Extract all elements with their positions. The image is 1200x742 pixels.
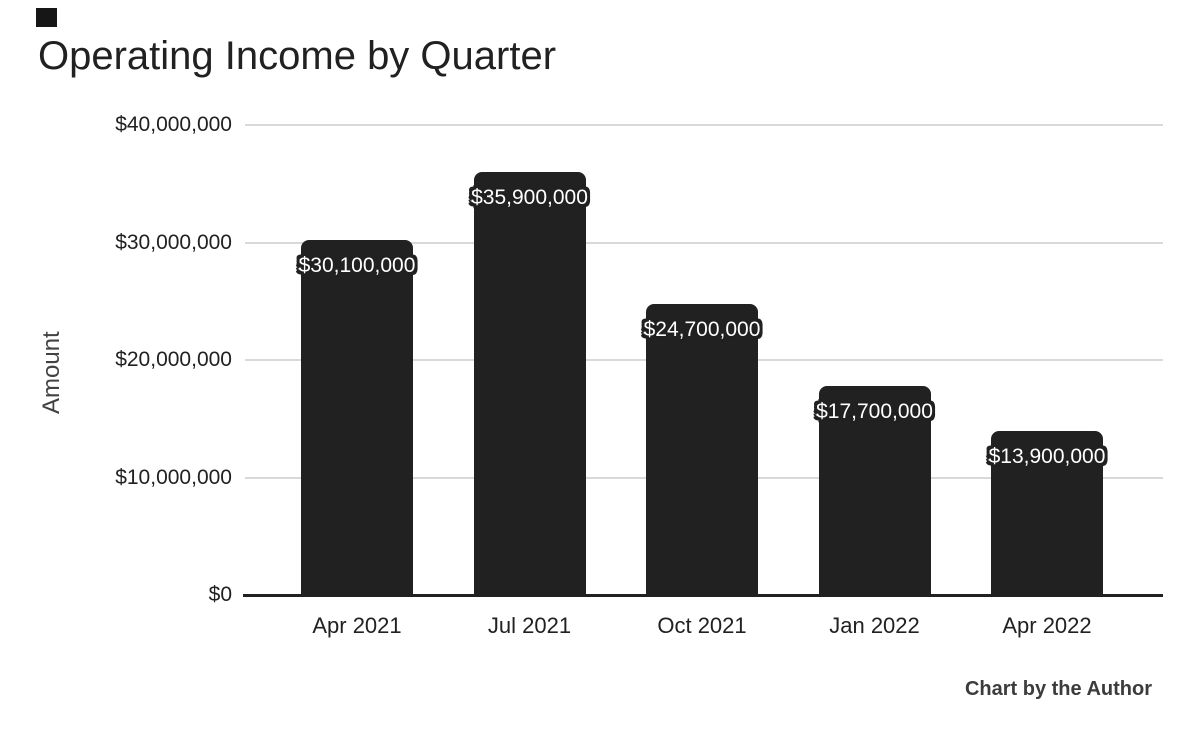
bar-value-label: $13,900,000 xyxy=(988,445,1106,468)
bar xyxy=(473,172,586,594)
gridline xyxy=(245,124,1163,126)
bar xyxy=(301,240,413,594)
x-axis-category-label: Apr 2022 xyxy=(1002,613,1092,638)
x-axis-category-label: Jan 2022 xyxy=(829,613,920,638)
bar-value-label: $35,900,000 xyxy=(471,186,588,209)
bar-value-label: $24,700,000 xyxy=(643,318,761,341)
x-axis-category-label: Apr 2021 xyxy=(312,613,402,638)
black-mark xyxy=(36,8,57,27)
y-tick-label: $40,000,000 xyxy=(115,113,232,136)
bar-value-label: $17,700,000 xyxy=(816,400,933,423)
x-axis-line xyxy=(243,594,1163,597)
bar-value-label: $30,100,000 xyxy=(298,254,416,277)
x-axis-category-label: Oct 2021 xyxy=(657,613,747,638)
y-tick-label: $20,000,000 xyxy=(115,348,232,371)
gridline xyxy=(245,241,1163,244)
y-tick-label: $30,000,000 xyxy=(115,230,232,254)
footer-credit: Chart by the Author xyxy=(964,678,1152,700)
y-tick-label: $0 xyxy=(208,583,232,606)
plot-area: $0 $10,000,000 $20,000,000 $30,000,000 $40,0… xyxy=(115,114,1163,638)
x-axis-category-label: Jul 2021 xyxy=(487,613,572,638)
y-axis-title: Amount xyxy=(38,331,65,415)
bar xyxy=(818,386,931,594)
bar xyxy=(646,304,758,594)
y-tick-label: $10,000,000 xyxy=(115,465,232,489)
bar xyxy=(991,431,1103,594)
chart-title: Operating Income by Quarter xyxy=(38,34,557,78)
